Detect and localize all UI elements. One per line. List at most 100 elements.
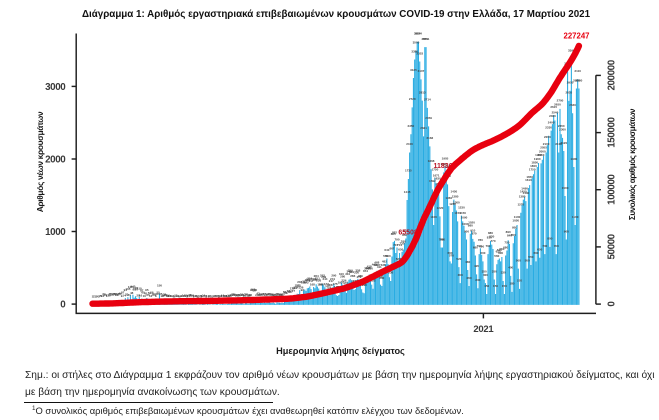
svg-text:99: 99 <box>133 288 137 292</box>
svg-text:3624: 3624 <box>414 32 421 36</box>
svg-text:26: 26 <box>270 293 274 297</box>
svg-text:30: 30 <box>244 293 248 297</box>
svg-text:280: 280 <box>378 274 383 278</box>
svg-text:3110: 3110 <box>574 69 581 73</box>
svg-text:126: 126 <box>298 286 303 290</box>
svg-text:600: 600 <box>533 251 538 255</box>
svg-text:156: 156 <box>157 283 162 287</box>
svg-text:2350: 2350 <box>408 124 415 128</box>
svg-text:2459: 2459 <box>425 116 432 120</box>
svg-text:3551: 3551 <box>423 37 430 41</box>
svg-text:690: 690 <box>479 245 484 249</box>
svg-text:14: 14 <box>122 294 126 298</box>
svg-text:140: 140 <box>130 285 135 289</box>
svg-text:28: 28 <box>163 293 167 297</box>
svg-text:48: 48 <box>130 291 134 295</box>
svg-text:350: 350 <box>492 269 497 273</box>
svg-text:339: 339 <box>349 270 354 274</box>
svg-text:390: 390 <box>368 266 373 270</box>
svg-text:14: 14 <box>221 294 225 298</box>
svg-text:346: 346 <box>346 270 351 274</box>
svg-text:10: 10 <box>198 294 202 298</box>
svg-text:390: 390 <box>364 266 369 270</box>
svg-text:359: 359 <box>348 269 353 273</box>
svg-text:1800: 1800 <box>530 164 537 168</box>
svg-text:87: 87 <box>140 288 144 292</box>
svg-text:95: 95 <box>145 288 149 292</box>
svg-text:16: 16 <box>167 294 171 298</box>
svg-text:16: 16 <box>139 294 143 298</box>
svg-text:75: 75 <box>289 289 293 293</box>
svg-text:77: 77 <box>292 289 296 293</box>
svg-text:850: 850 <box>511 233 516 237</box>
svg-text:7: 7 <box>214 294 216 298</box>
svg-text:260: 260 <box>379 276 384 280</box>
svg-text:3624: 3624 <box>415 32 422 36</box>
svg-text:100: 100 <box>250 287 255 291</box>
svg-text:910: 910 <box>470 229 475 233</box>
svg-text:1900: 1900 <box>534 157 541 161</box>
svg-text:10: 10 <box>168 294 172 298</box>
svg-text:65508: 65508 <box>398 229 418 236</box>
svg-text:196: 196 <box>301 280 306 284</box>
svg-text:2055: 2055 <box>540 146 547 150</box>
svg-text:30: 30 <box>278 293 282 297</box>
svg-text:218: 218 <box>353 279 358 283</box>
svg-text:330: 330 <box>501 271 506 275</box>
svg-text:437: 437 <box>376 263 381 267</box>
svg-text:1280: 1280 <box>449 202 456 206</box>
svg-text:153: 153 <box>295 284 300 288</box>
svg-text:85: 85 <box>253 289 257 293</box>
svg-text:1671: 1671 <box>433 173 440 177</box>
svg-text:9: 9 <box>101 294 103 298</box>
svg-text:600: 600 <box>480 251 485 255</box>
svg-text:18: 18 <box>246 293 250 297</box>
svg-text:0: 0 <box>606 301 617 307</box>
svg-text:2980: 2980 <box>573 78 580 82</box>
svg-text:1100: 1100 <box>430 215 437 219</box>
svg-text:33: 33 <box>125 292 129 296</box>
svg-text:1100: 1100 <box>514 215 521 219</box>
svg-text:32: 32 <box>280 292 284 296</box>
svg-text:3500: 3500 <box>413 41 420 45</box>
svg-text:680: 680 <box>503 245 508 249</box>
svg-text:16: 16 <box>274 294 278 298</box>
svg-text:480: 480 <box>465 260 470 264</box>
svg-text:2714: 2714 <box>424 98 431 102</box>
svg-text:520: 520 <box>396 257 401 261</box>
svg-text:150: 150 <box>493 284 498 288</box>
svg-text:35: 35 <box>109 292 113 296</box>
svg-text:29: 29 <box>240 293 244 297</box>
svg-text:500: 500 <box>525 258 530 262</box>
svg-text:435: 435 <box>373 263 378 267</box>
svg-text:29: 29 <box>245 293 249 297</box>
svg-text:11: 11 <box>195 294 199 298</box>
svg-text:7: 7 <box>99 294 101 298</box>
svg-text:2: 2 <box>210 295 212 299</box>
svg-text:650: 650 <box>537 248 542 252</box>
svg-text:790: 790 <box>394 237 399 241</box>
svg-text:32: 32 <box>277 292 281 296</box>
svg-text:17: 17 <box>106 293 110 297</box>
svg-text:850: 850 <box>402 233 407 237</box>
svg-text:9: 9 <box>180 294 182 298</box>
svg-text:570: 570 <box>449 253 454 257</box>
svg-text:2700: 2700 <box>557 99 564 103</box>
svg-text:20: 20 <box>136 293 140 297</box>
svg-text:816: 816 <box>487 235 492 239</box>
svg-text:28: 28 <box>231 293 235 297</box>
svg-text:38: 38 <box>114 292 118 296</box>
svg-text:700: 700 <box>542 244 547 248</box>
svg-text:4: 4 <box>97 294 99 298</box>
svg-text:700: 700 <box>554 244 559 248</box>
svg-text:Συνολικός αριθμός κρουσμάτων: Συνολικός αριθμός κρουσμάτων <box>628 108 637 220</box>
svg-text:830: 830 <box>489 234 494 238</box>
svg-text:2400: 2400 <box>548 120 555 124</box>
svg-text:1630: 1630 <box>434 176 441 180</box>
svg-text:1750: 1750 <box>529 168 536 172</box>
svg-text:2200: 2200 <box>544 135 551 139</box>
svg-text:26: 26 <box>279 293 283 297</box>
svg-text:269: 269 <box>321 275 326 279</box>
svg-text:4: 4 <box>178 294 180 298</box>
svg-text:230: 230 <box>475 278 480 282</box>
